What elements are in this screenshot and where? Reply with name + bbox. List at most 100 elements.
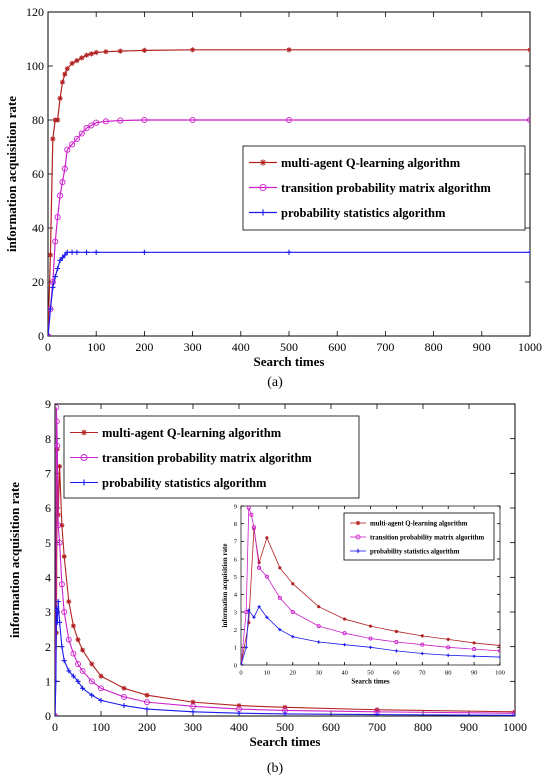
chart-b-inset-chart: 0 10 20 30 40 50 60 70 80 90 100 0 1 2 3 4 5 6 7 8 9 Search t… [221, 503, 505, 685]
chart-b-x-tick-label: 200 [138, 720, 156, 734]
chart-a-data-point [79, 55, 85, 61]
chart-a-series-line [48, 119, 530, 336]
chart-b-inset-data-point [368, 636, 373, 641]
chart-a-data-point [69, 249, 75, 255]
chart-a-data-point [73, 135, 80, 142]
chart-a-series-plus [48, 249, 530, 336]
chart-b-inset-x-tick-label: 80 [445, 670, 452, 677]
chart-b-inset-data-point [472, 647, 477, 652]
chart-a-data-point [61, 165, 68, 172]
chart-b-data-point [55, 418, 60, 425]
chart-b-data-point [55, 404, 60, 411]
chart-a-data-point [117, 117, 124, 124]
chart-b-inset-data-point [264, 574, 269, 579]
chart-a-y-tick-label: 0 [38, 329, 44, 343]
chart-a-series-circle [48, 116, 530, 336]
chart-a-x-tick-label: 400 [232, 340, 250, 354]
chart-a-series-star [48, 47, 530, 336]
chart-b-data-point [55, 599, 61, 605]
panel-a-label: (a) [267, 375, 283, 390]
chart-b-data-point [121, 703, 127, 709]
chart-b-data-point [144, 699, 150, 706]
chart-b-data-point [55, 606, 59, 612]
chart-b-data-point [59, 644, 65, 650]
chart-b-inset-data-point [420, 634, 424, 638]
chart-b-inset-x-tick-label: 50 [367, 670, 374, 677]
chart-a-data-point [141, 116, 148, 124]
chart-b-series-circle [55, 404, 515, 716]
chart-b-data-point [236, 703, 242, 709]
chart-b-data-point [374, 712, 380, 716]
chart-b-x-tick-label: 900 [460, 720, 478, 734]
chart-b-data-point [80, 685, 86, 691]
chart-b-data-point [98, 685, 104, 692]
chart-b-x-tick-label: 700 [368, 720, 386, 734]
chart-a-data-point [286, 249, 292, 255]
chart-b-data-point [98, 697, 104, 703]
chart-b-y-tick-label: 5 [45, 536, 51, 550]
chart-b-inset-series-line [241, 507, 500, 665]
chart-a-data-point [62, 252, 68, 258]
chart-b-inset-data-point [257, 560, 261, 565]
chart-a-data-point [93, 119, 100, 126]
chart-a-x-tick-label: 600 [328, 340, 346, 354]
chart-b-inset-data-point [472, 654, 476, 658]
chart-b-data-point [512, 710, 515, 716]
chart-b-inset-data-point [446, 637, 450, 641]
chart-b-data-point [57, 619, 63, 625]
chart-a-legend-label: probability statistics algorithm [281, 206, 446, 220]
chart-a-y-tick-label: 20 [32, 275, 44, 289]
chart-a-chart: 0 100 200 300 400 500 600 700 800 900 1000 0 20 40 60 8… [4, 5, 542, 369]
chart-b-inset-data-point [342, 631, 347, 636]
chart-a-data-point [527, 47, 530, 53]
chart-b-inset-data-point [343, 617, 347, 621]
chart-a-data-point [102, 118, 109, 125]
chart-b-inset-data-point [244, 609, 249, 615]
chart-b-data-point [65, 636, 72, 643]
chart-a-data-point [93, 249, 99, 255]
chart-b-x-tick-label: 800 [414, 720, 432, 734]
chart-b-data-point [56, 539, 63, 546]
chart-b-inset-data-point [244, 645, 248, 649]
chart-b-inset-x-tick-label: 60 [393, 670, 400, 677]
chart-b-series-plus [55, 599, 515, 716]
chart-b-inset-data-point [291, 635, 295, 639]
chart-a-data-point [141, 249, 147, 255]
chart-b-inset-data-point [343, 643, 347, 647]
chart-b-y-tick-label: 3 [45, 605, 51, 619]
chart-b-inset-data-point [446, 645, 451, 650]
chart-a-series-line [48, 251, 530, 336]
chart-b-inset-y-tick-label: 7 [234, 539, 238, 546]
chart-a-data-point [62, 71, 68, 77]
chart-a-data-point [527, 249, 530, 255]
chart-b-inset-legend-box [343, 512, 495, 561]
chart-b-y-tick-label: 8 [45, 432, 51, 446]
chart-b-inset-y-tick-label: 6 [234, 556, 238, 563]
chart-a-data-point [189, 116, 196, 124]
chart-b-x-tick-label: 500 [276, 720, 294, 734]
chart-b-inset-legend: multi-agent Q-learning algorithm transiti… [343, 512, 495, 561]
chart-b-inset-y-tick-label: 8 [234, 521, 237, 528]
chart-b-inset-data-point [316, 624, 321, 629]
chart-b-inset-y-tick-label: 0 [234, 662, 237, 669]
chart-b-inset-series-line [241, 605, 500, 665]
chart-b-inset-series-circle [241, 506, 500, 665]
chart-a-data-point [117, 48, 123, 54]
chart-b-y-axis-label: information acquisition rate [7, 482, 22, 638]
chart-a-data-point [88, 122, 95, 129]
chart-a-x-tick-label: 500 [280, 340, 298, 354]
chart-b-data-point [70, 673, 76, 679]
chart-b-data-point [121, 685, 127, 691]
chart-b-data-point [75, 637, 81, 643]
chart-b-inset-legend-marker [355, 534, 361, 540]
chart-b-data-point [66, 668, 72, 674]
chart-a-data-point [59, 179, 66, 186]
chart-b-inset-x-tick-label: 40 [341, 670, 348, 677]
chart-b-inset-legend-marker [355, 520, 361, 526]
chart-b-legend-label: probability statistics algorithm [102, 476, 267, 490]
chart-b-inset-data-point [446, 653, 450, 657]
chart-b-inset-y-axis-label: information acquisition rate [221, 544, 229, 628]
chart-b-inset-y-tick-label: 4 [234, 592, 238, 599]
chart-b-inset-data-point [252, 615, 256, 619]
chart-b-data-point [512, 712, 515, 716]
